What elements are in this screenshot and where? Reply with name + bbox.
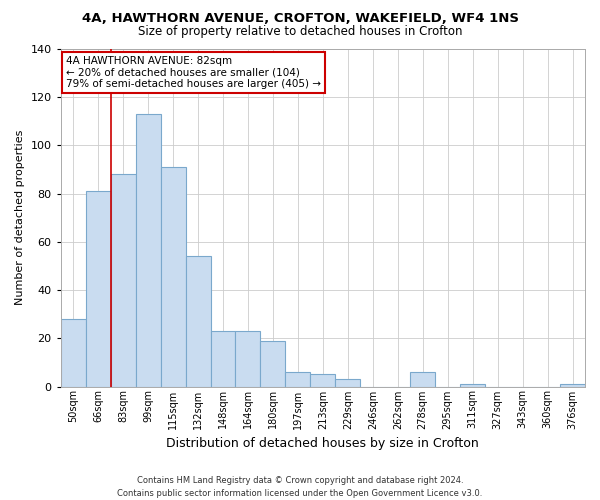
Bar [335,380,361,386]
Bar [310,374,335,386]
Text: Contains HM Land Registry data © Crown copyright and database right 2024.
Contai: Contains HM Land Registry data © Crown c… [118,476,482,498]
Bar [136,114,161,386]
Text: Size of property relative to detached houses in Crofton: Size of property relative to detached ho… [138,25,462,38]
Bar [211,331,235,386]
Bar [161,167,185,386]
Bar [185,256,211,386]
Bar [410,372,435,386]
X-axis label: Distribution of detached houses by size in Crofton: Distribution of detached houses by size … [166,437,479,450]
Bar [286,372,310,386]
Bar [61,319,86,386]
Bar [560,384,585,386]
Bar [260,340,286,386]
Y-axis label: Number of detached properties: Number of detached properties [15,130,25,306]
Text: 4A HAWTHORN AVENUE: 82sqm
← 20% of detached houses are smaller (104)
79% of semi: 4A HAWTHORN AVENUE: 82sqm ← 20% of detac… [66,56,321,89]
Bar [460,384,485,386]
Bar [110,174,136,386]
Text: 4A, HAWTHORN AVENUE, CROFTON, WAKEFIELD, WF4 1NS: 4A, HAWTHORN AVENUE, CROFTON, WAKEFIELD,… [82,12,518,26]
Bar [235,331,260,386]
Bar [86,191,110,386]
